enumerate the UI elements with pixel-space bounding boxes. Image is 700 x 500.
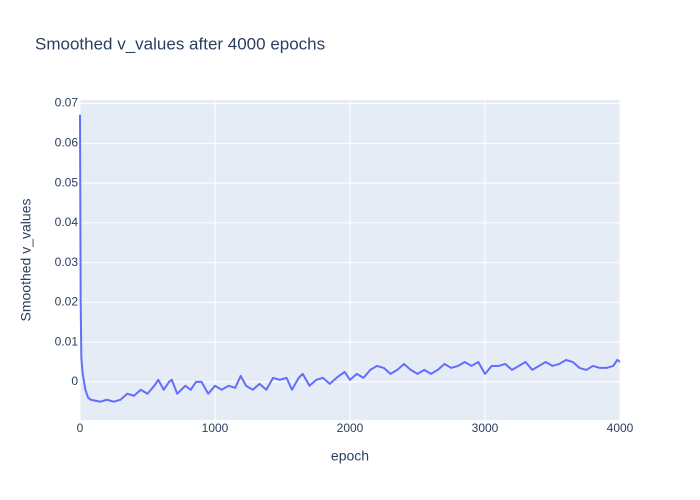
y-axis-title: Smoothed v_values <box>18 199 34 322</box>
chart-title: Smoothed v_values after 4000 epochs <box>35 34 325 53</box>
y-tick-label: 0.01 <box>55 334 79 348</box>
y-tick-label: 0.02 <box>55 295 79 309</box>
y-tick-label: 0 <box>71 374 78 388</box>
x-tick-label: 2000 <box>337 421 364 435</box>
y-tick-label: 0.06 <box>55 136 79 150</box>
x-tick-label: 0 <box>77 421 84 435</box>
data-line <box>79 114 621 403</box>
x-tick-label: 1000 <box>202 421 229 435</box>
y-tick-label: 0.05 <box>55 175 79 189</box>
x-axis-title: epoch <box>331 448 369 464</box>
y-tick-label: 0.03 <box>55 255 79 269</box>
y-tick-label: 0.04 <box>55 215 79 229</box>
x-tick-label: 3000 <box>472 421 499 435</box>
x-tick-label: 4000 <box>607 421 634 435</box>
y-tick-label: 0.07 <box>55 96 79 110</box>
